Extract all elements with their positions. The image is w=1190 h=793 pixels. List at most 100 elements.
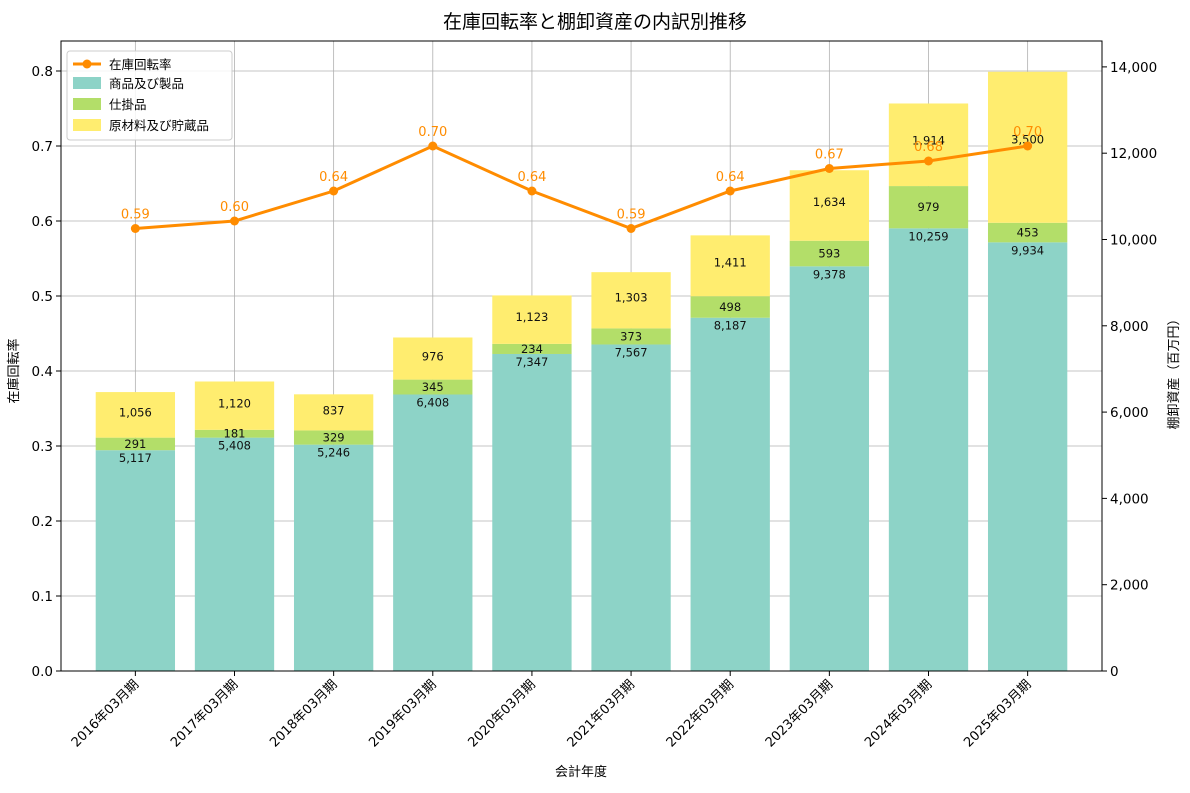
turnover-point [230,216,239,226]
bar-segment [393,379,473,395]
turnover-point [824,164,834,173]
x-tick-label: 2024年03月期 [862,677,935,750]
turnover-value-label: 0.68 [914,140,943,155]
x-axis-label: 会計年度 [555,764,607,780]
x-tick-label: 2022年03月期 [664,677,737,750]
bar-segment [690,235,770,297]
bar-value-label: 593 [818,247,840,261]
x-tick-label: 2020年03月期 [465,677,538,750]
y-right-tick-label: 0 [1110,664,1119,680]
bar-segment [888,186,969,229]
bar-value-label: 373 [620,329,642,343]
x-tick-label: 2023年03月期 [763,677,836,750]
y-right-tick-label: 10,000 [1110,232,1157,248]
bar-value-label: 7,567 [615,345,648,359]
bar-segment [789,170,870,241]
bar-value-label: 9,934 [1011,243,1044,257]
turnover-value-label: 0.67 [815,148,844,163]
bar-value-label: 1,056 [119,406,152,420]
bar-segment [492,295,572,344]
bar-value-label: 10,259 [908,229,948,243]
turnover-point [329,186,339,196]
y-axis-right-label: 棚卸資産（百万円） [1166,312,1182,429]
y-left-tick-label: 0.4 [32,364,53,380]
turnover-point [626,224,636,233]
y-left-tick-label: 0.8 [32,64,53,80]
bar-value-label: 5,246 [317,446,350,460]
bar-value-label: 181 [224,427,246,441]
bar-value-label: 9,378 [813,267,846,281]
bar-segment [789,266,870,671]
bar-segment [492,343,572,354]
bar-segment [194,437,275,671]
x-tick-label: 2025年03月期 [961,677,1034,750]
bar-segment [591,344,671,671]
turnover-point [1023,141,1033,151]
bar-value-label: 1,411 [714,256,747,270]
turnover-point [527,186,537,196]
turnover-line-path [135,144,1028,231]
bar-value-label: 1,634 [813,195,846,209]
bar-segment [293,444,374,671]
legend-swatch [73,98,101,110]
bar-value-label: 979 [918,200,940,214]
bar-value-label: 5,117 [119,451,152,465]
y-right-tick-label: 4,000 [1110,491,1149,507]
turnover-point [725,186,735,196]
turnover-point [924,156,933,166]
legend-line-marker [82,59,92,69]
bar-segment [95,392,176,438]
bar-value-label: 1,303 [615,290,648,304]
legend-box [66,50,233,141]
bar-value-label: 1,123 [515,310,548,324]
turnover-value-label: 0.70 [1013,125,1042,140]
bar-value-label: 329 [323,431,345,445]
y-left-tick-label: 0.2 [32,514,53,530]
bar-segment [293,394,374,431]
legend-swatch [73,77,101,89]
bar-value-label: 5,408 [218,439,251,453]
y-left-tick-label: 0.5 [32,289,53,305]
legend-label: 仕掛品 [109,97,147,112]
bar-value-label: 6,408 [416,395,449,409]
legend-label: 商品及び製品 [109,76,184,91]
x-tick-label: 2019年03月期 [366,677,439,750]
turnover-value-label: 0.60 [220,200,249,215]
bar-segment [888,228,969,671]
y-axis-left-label: 在庫回転率 [6,338,22,403]
bar-segment [95,450,176,671]
bar-value-label: 1,914 [912,134,945,148]
bar-segment [987,242,1068,671]
y-left-tick-label: 0.7 [32,139,53,155]
bar-segment [789,240,870,267]
bar-value-label: 234 [521,342,543,356]
bar-value-label: 291 [124,437,146,451]
y-right-tick-label: 6,000 [1110,405,1149,421]
bar-value-label: 8,187 [714,319,747,333]
turnover-value-label: 0.59 [617,208,646,223]
y-right-tick-label: 8,000 [1110,319,1149,335]
turnover-value-label: 0.70 [418,125,447,140]
legend-swatch [73,119,101,131]
bar-value-label: 498 [719,300,741,314]
bar-segment [492,353,572,671]
y-left-tick-label: 0.6 [32,214,53,230]
bar-segment [888,103,969,187]
bar-segment [293,430,374,445]
bar-value-label: 976 [422,349,444,363]
bar-segment [690,317,770,671]
y-left-tick-label: 0.3 [32,439,53,455]
y-left-tick-label: 0.1 [32,589,53,605]
x-tick-label: 2018年03月期 [267,677,340,750]
bar-segment [393,394,473,671]
chart-title: 在庫回転率と棚卸資産の内訳別推移 [443,11,747,33]
bar-segment [393,337,473,380]
bar-value-label: 3,500 [1011,133,1044,147]
bar-segment [690,296,770,318]
y-right-tick-label: 12,000 [1110,146,1157,162]
x-tick-label: 2016年03月期 [69,677,142,750]
bar-value-label: 453 [1017,226,1039,240]
